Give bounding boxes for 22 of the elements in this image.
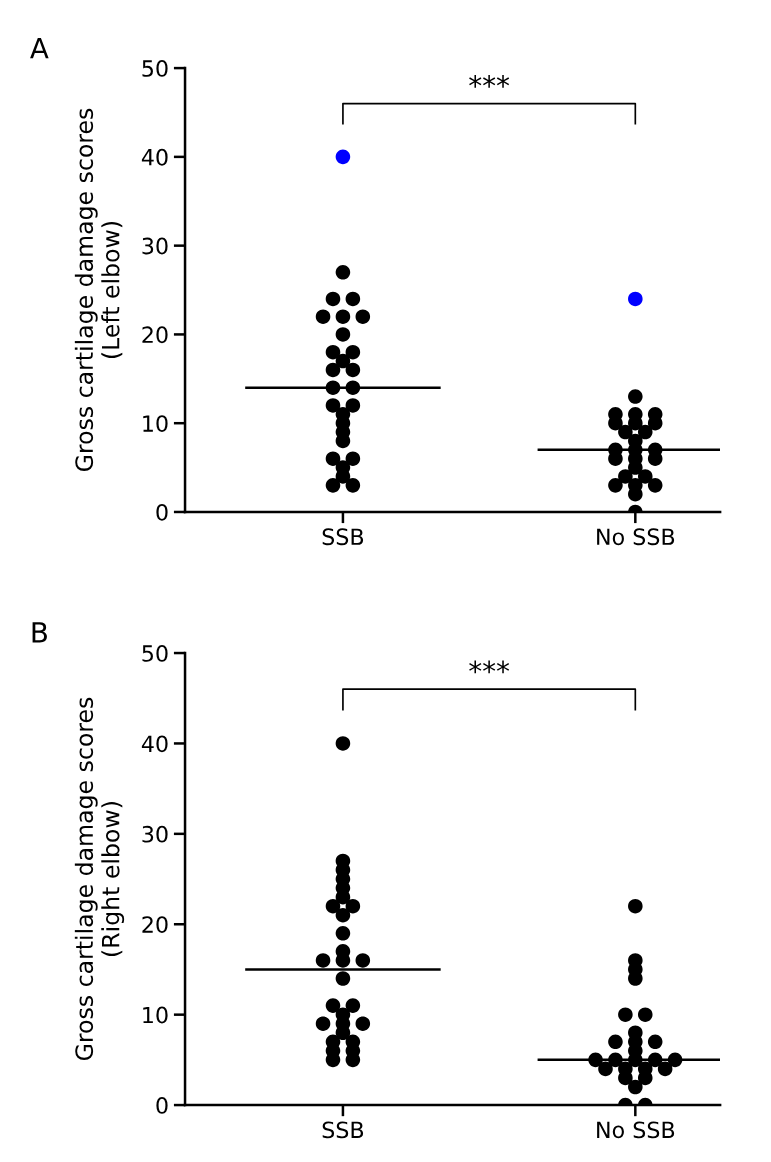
y-tick-label: 20 (142, 326, 168, 344)
y-tick-label: 50 (142, 644, 168, 662)
y-tick-label: 40 (141, 735, 168, 753)
y-tick-label: 30 (142, 825, 168, 843)
annotation: *** (469, 660, 510, 674)
annotation: *** (469, 74, 510, 88)
y-axis-title: Gross cartilage damage scores (Right elbow) (74, 697, 125, 1061)
y-tick-label: 10 (143, 1006, 168, 1024)
x-tick-label: No SSB (597, 1121, 675, 1139)
y-tick-label: 10 (143, 415, 168, 432)
x-tick-label: SSB (322, 528, 364, 546)
y-tick-label: 0 (156, 503, 168, 521)
x-tick-label: No SSB (597, 528, 675, 546)
y-tick-label: 30 (142, 237, 168, 255)
x-tick-label: SSB (322, 1121, 364, 1139)
y-tick-label: 0 (156, 1097, 168, 1114)
text: A (30, 37, 49, 59)
y-tick-label: 50 (142, 60, 168, 77)
text: B (32, 622, 47, 643)
y-tick-label: 40 (141, 148, 168, 166)
y-axis-title: Gross cartilage damage scores (Left elbow) (74, 108, 123, 472)
y-tick-label: 20 (142, 916, 168, 934)
